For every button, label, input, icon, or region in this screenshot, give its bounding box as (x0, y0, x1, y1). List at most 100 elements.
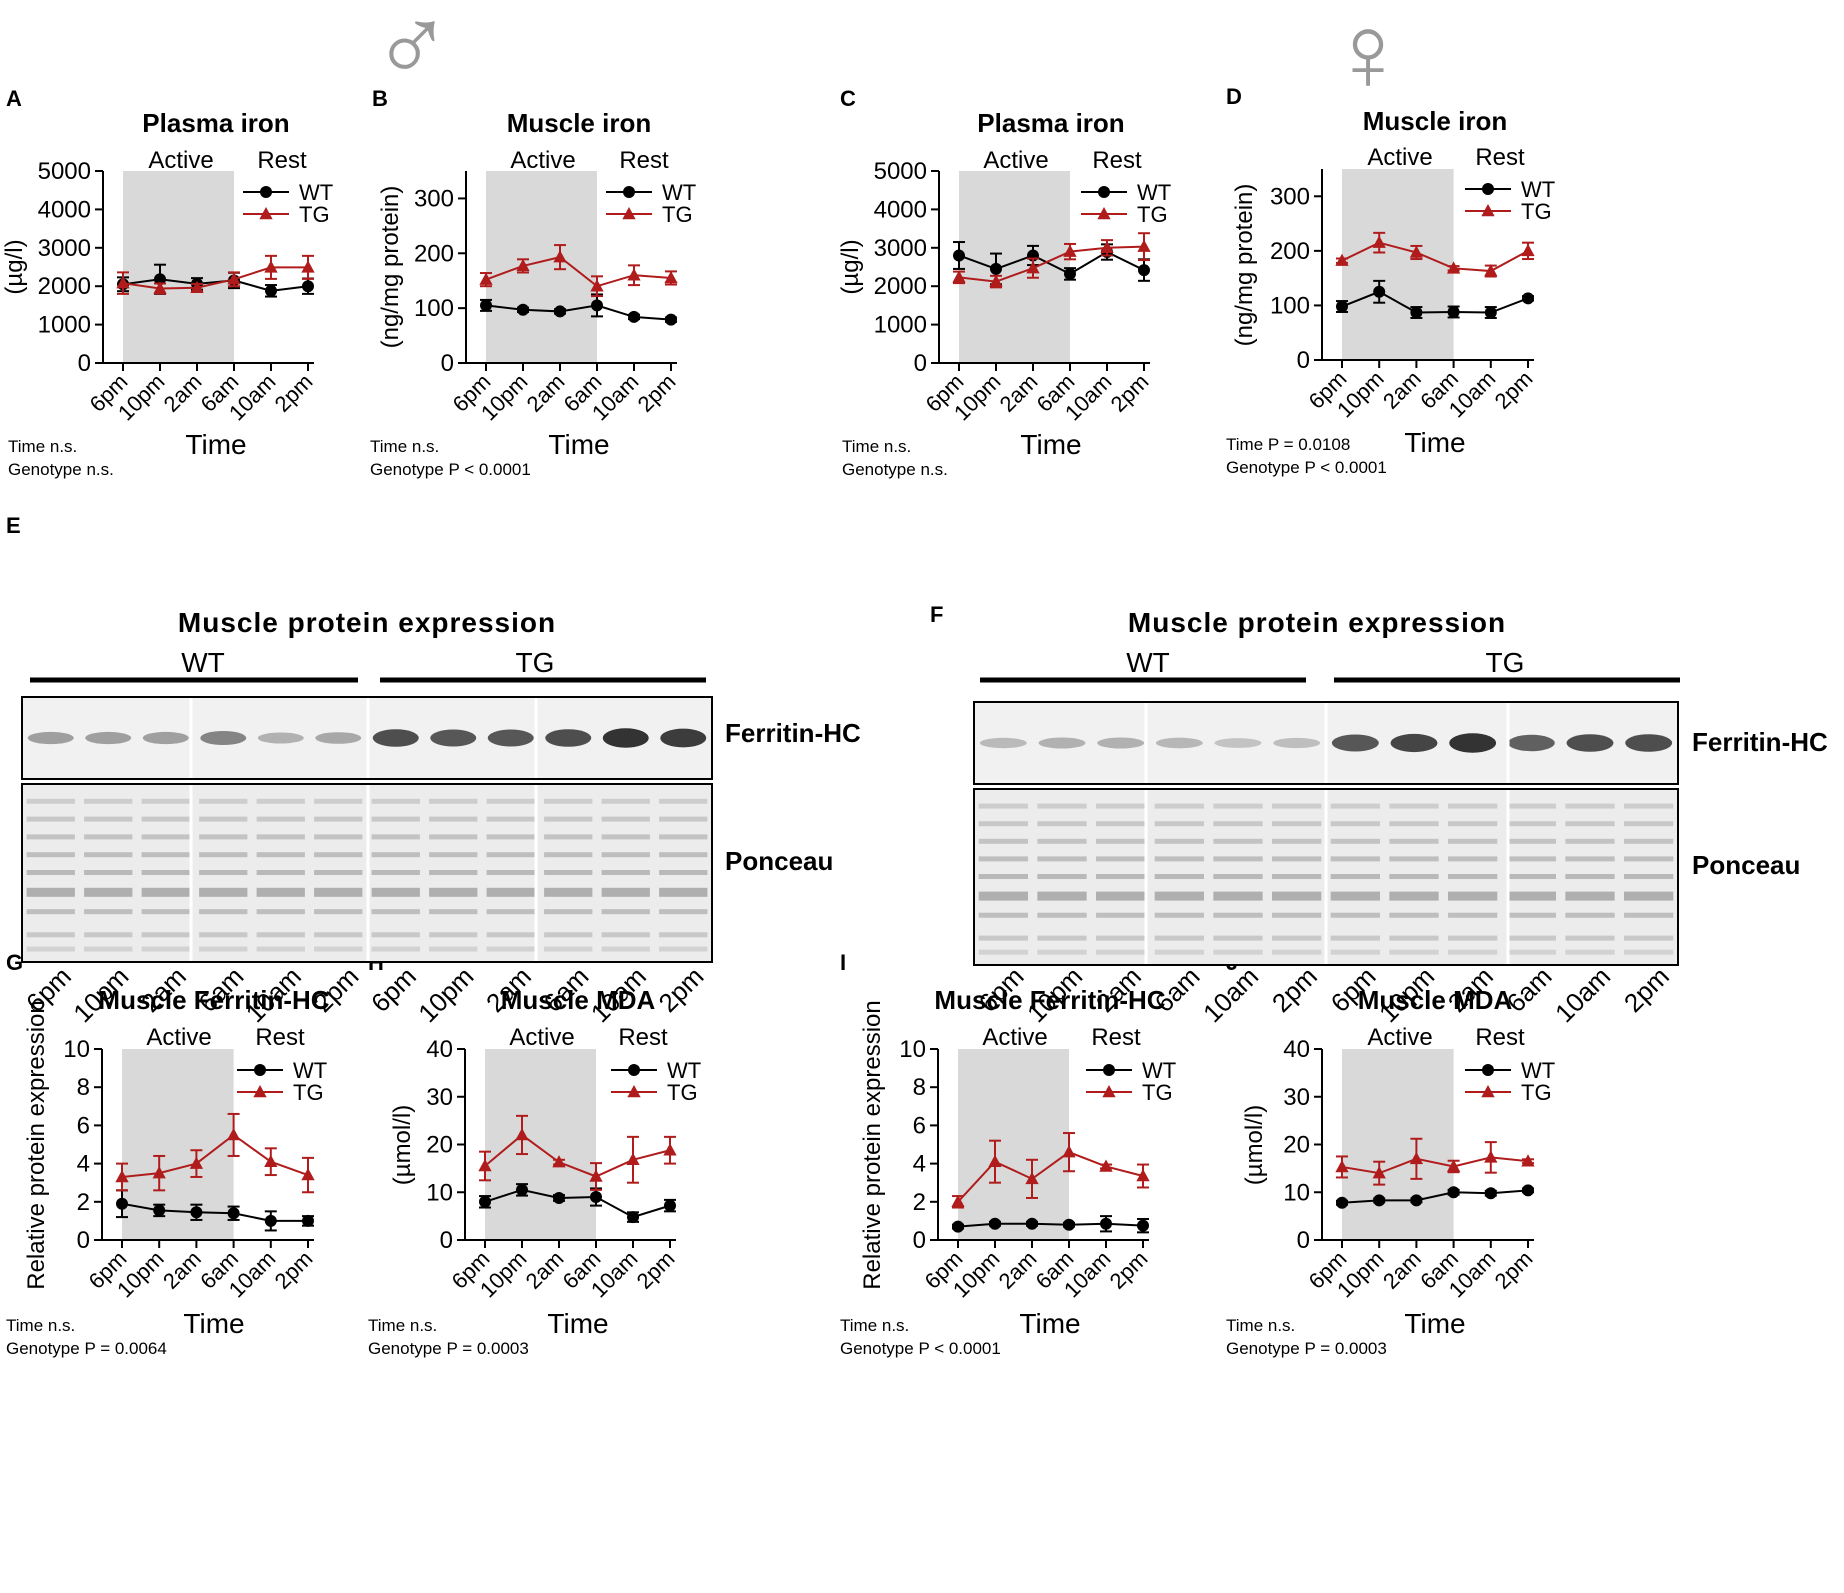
ferritin-band (1155, 737, 1203, 749)
legend-tg-marker (1102, 1085, 1116, 1098)
ferritin-band (430, 729, 477, 747)
legend-wt-label: WT (299, 180, 333, 205)
ponceau-band (978, 912, 1028, 918)
group-label: TG (1486, 647, 1525, 678)
data-point (1336, 1196, 1348, 1209)
legend-wt-label: WT (667, 1058, 701, 1083)
data-point (951, 1194, 965, 1208)
ponceau-band (1389, 935, 1439, 941)
series-tg (1335, 231, 1535, 278)
ferritin-band (1038, 737, 1086, 749)
data-point (1137, 239, 1151, 252)
ponceau-band (486, 852, 535, 858)
ponceau-band (256, 852, 305, 858)
ponceau-band (601, 852, 650, 858)
stat-time: Time n.s. (8, 437, 77, 456)
x-tick-label: 2am (158, 1246, 206, 1294)
ponceau-band (601, 870, 650, 875)
ferritin-band (1390, 733, 1438, 753)
y-tick-label: 5000 (38, 158, 91, 185)
y-axis-label: Relative protein expression (23, 1000, 50, 1290)
ponceau-band (26, 852, 75, 858)
ponceau-band (486, 798, 535, 804)
ponceau-band (1272, 803, 1322, 809)
ponceau-band (429, 946, 478, 952)
blot-f: F Muscle protein expression WT TG Ferritin-H… (930, 602, 1828, 1028)
y-tick-label: 0 (440, 1227, 453, 1254)
rest-label: Rest (1091, 1024, 1141, 1051)
data-point (1447, 305, 1460, 318)
y-tick-label: 40 (1283, 1036, 1310, 1063)
ponceau-band (1624, 935, 1674, 941)
data-point (1521, 243, 1535, 257)
ponceau-band (601, 816, 650, 822)
ponceau-band (1330, 803, 1380, 809)
x-axis-label: Time (1404, 1308, 1465, 1339)
ponceau-band (1448, 935, 1498, 941)
series-line (485, 304, 672, 321)
data-point (115, 1169, 129, 1183)
ponceau-band (601, 887, 650, 897)
ferritin-band (1449, 733, 1497, 753)
ponceau-band (1037, 821, 1087, 827)
y-axis-label: (µmol/l) (389, 1105, 416, 1185)
data-point (189, 1156, 204, 1169)
x-tick-label: 2pm (1105, 1246, 1153, 1294)
active-period-shade (1342, 1049, 1454, 1240)
panel-label: A (6, 86, 22, 111)
ponceau-band (1154, 838, 1204, 844)
data-point (1447, 1186, 1460, 1199)
data-point (116, 1197, 128, 1210)
ponceau-band (84, 816, 133, 822)
ponceau-band (1037, 874, 1087, 879)
ponceau-band (199, 852, 248, 858)
ponceau-band (1213, 838, 1263, 844)
ferritin-band (315, 732, 362, 744)
ponceau-band (544, 816, 593, 822)
ponceau-band (544, 887, 593, 897)
ponceau-band (1330, 838, 1380, 844)
chart-title: Plasma iron (977, 108, 1124, 138)
ponceau-band (659, 816, 708, 822)
series-wt (479, 1183, 676, 1224)
ponceau-band (1096, 874, 1146, 879)
panel-label: C (840, 86, 856, 111)
x-axis-label: Time (548, 429, 609, 460)
data-point (264, 1214, 277, 1227)
ponceau-band (1272, 912, 1322, 918)
data-point (553, 1191, 565, 1204)
data-point (554, 305, 566, 318)
data-point (990, 262, 1002, 275)
ponceau-band (84, 870, 133, 875)
ponceau-band (659, 834, 708, 840)
ponceau-band (84, 887, 133, 897)
data-point (1336, 300, 1348, 313)
ponceau-band (1565, 874, 1615, 879)
chart-title: Muscle MDA (1358, 985, 1513, 1015)
data-point (989, 1217, 1001, 1230)
x-tick-label: 2am (1378, 1246, 1426, 1294)
ponceau-band (1506, 821, 1556, 827)
ponceau-band (1213, 856, 1263, 862)
series-tg (479, 244, 678, 298)
ferritin-band (602, 728, 649, 748)
panel-label: G (6, 950, 23, 975)
stat-genotype: Genotype n.s. (842, 460, 948, 479)
chart-j: JMuscle MDAActiveRest010203040(µmol/l)6p… (1226, 950, 1555, 1358)
ponceau-band (199, 834, 248, 840)
legend-wt-marker (623, 186, 635, 198)
data-point (190, 1206, 203, 1219)
x-tick-label: 2pm (270, 369, 318, 417)
ponceau-band (1213, 821, 1263, 827)
data-point (153, 281, 167, 294)
ponceau-band (1389, 803, 1439, 809)
ponceau-band (1096, 935, 1146, 941)
data-point (516, 1183, 528, 1196)
ponceau-band (659, 887, 708, 897)
legend-wt-marker (1103, 1064, 1115, 1076)
legend-tg-label: TG (1521, 1080, 1552, 1105)
ponceau-band (1096, 912, 1146, 918)
data-point (479, 272, 493, 285)
y-tick-label: 100 (1270, 292, 1310, 319)
ponceau-band (371, 798, 420, 804)
